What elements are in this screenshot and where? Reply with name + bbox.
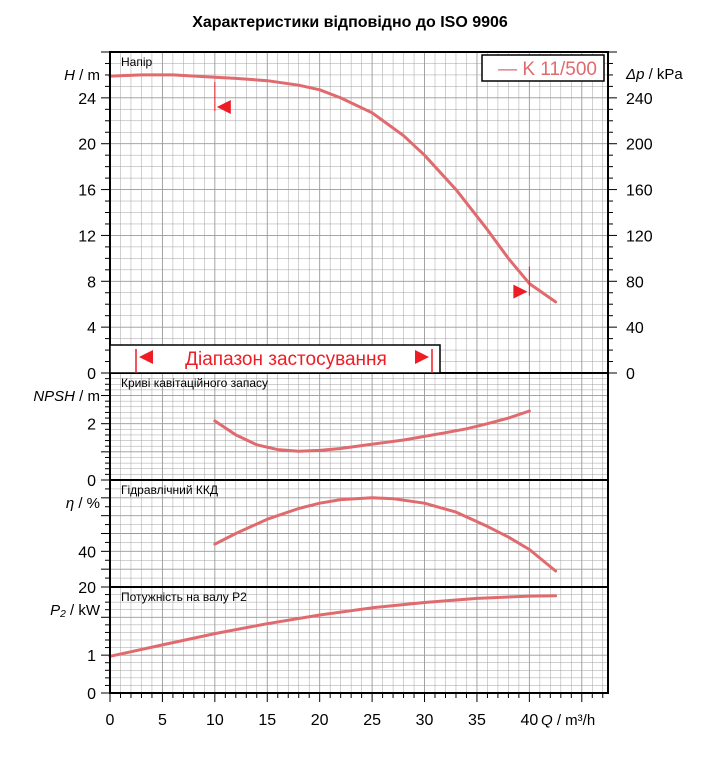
x-axis-label: Q / m³/h xyxy=(541,712,595,729)
y-tick-label: 0 xyxy=(87,686,96,703)
panel-label: Напір xyxy=(121,55,153,69)
y-tick-label: 1 xyxy=(87,648,96,665)
x-tick-label: 10 xyxy=(206,712,224,729)
y-axis-label: P₂ / kW xyxy=(50,602,101,619)
x-tick-label: 15 xyxy=(258,712,276,729)
range-end-arrow xyxy=(415,350,429,364)
y-tick-label: 0 xyxy=(87,473,96,490)
y-tick-label: 2 xyxy=(87,417,96,434)
y-tick-label: 4 xyxy=(87,320,96,337)
panel-label: Криві кавітаційного запасу xyxy=(121,376,268,390)
chart-title: Характеристики відповідно до ISO 9906 xyxy=(192,14,508,31)
y-tick-label: 0 xyxy=(87,366,96,383)
range-label: Діапазон застосування xyxy=(185,349,387,370)
y-right-axis-label: Δp / kPa xyxy=(625,66,683,83)
legend-box xyxy=(481,54,605,82)
x-tick-label: 0 xyxy=(106,712,115,729)
y-right-tick-label: 80 xyxy=(626,274,644,291)
range-marker-arrow xyxy=(513,284,528,299)
application-range: Діапазон застосування xyxy=(109,344,441,374)
y-axis-label: NPSH / m xyxy=(33,388,100,405)
curve-2 xyxy=(213,409,531,453)
legend: — K 11/500 xyxy=(481,54,605,82)
curve-4 xyxy=(108,594,558,658)
x-tick-label: 25 xyxy=(363,712,381,729)
y-axis-label: η / % xyxy=(66,495,100,512)
panel-label: Гідравлічний ККД xyxy=(121,483,218,497)
y-right-tick-label: 40 xyxy=(626,320,644,337)
x-tick-label: 20 xyxy=(311,712,329,729)
curve-1 xyxy=(108,73,558,304)
y-tick-label: 40 xyxy=(78,544,96,561)
panel-label: Потужність на валу P2 xyxy=(121,590,247,604)
y-tick-label: 12 xyxy=(78,228,96,245)
x-tick-label: 5 xyxy=(158,712,167,729)
y-right-tick-label: 200 xyxy=(626,137,653,154)
y-tick-label: 8 xyxy=(87,274,96,291)
y-tick-label: 16 xyxy=(78,183,96,200)
curves xyxy=(108,73,558,658)
panel-labels: Напір Криві кавітаційного запасу Гідравліч… xyxy=(121,55,268,604)
curve-3 xyxy=(213,496,558,573)
y-right-tick-label: 0 xyxy=(626,366,635,383)
y-right-tick-label: 240 xyxy=(626,91,653,108)
legend-entry: — K 11/500 xyxy=(498,59,597,80)
x-tick-label: 35 xyxy=(468,712,486,729)
range-start-arrow xyxy=(139,350,153,364)
y-right-tick-label: 120 xyxy=(626,228,653,245)
x-tick-label: 40 xyxy=(520,712,538,729)
y-right-tick-label: 160 xyxy=(626,183,653,200)
y-axis-label: H / m xyxy=(64,67,100,84)
range-marker-arrow xyxy=(216,100,231,115)
y-tick-label: 24 xyxy=(78,91,96,108)
y-tick-label: 20 xyxy=(78,137,96,154)
x-tick-label: 30 xyxy=(416,712,434,729)
y-tick-label: 20 xyxy=(78,580,96,597)
range-box xyxy=(109,344,441,374)
